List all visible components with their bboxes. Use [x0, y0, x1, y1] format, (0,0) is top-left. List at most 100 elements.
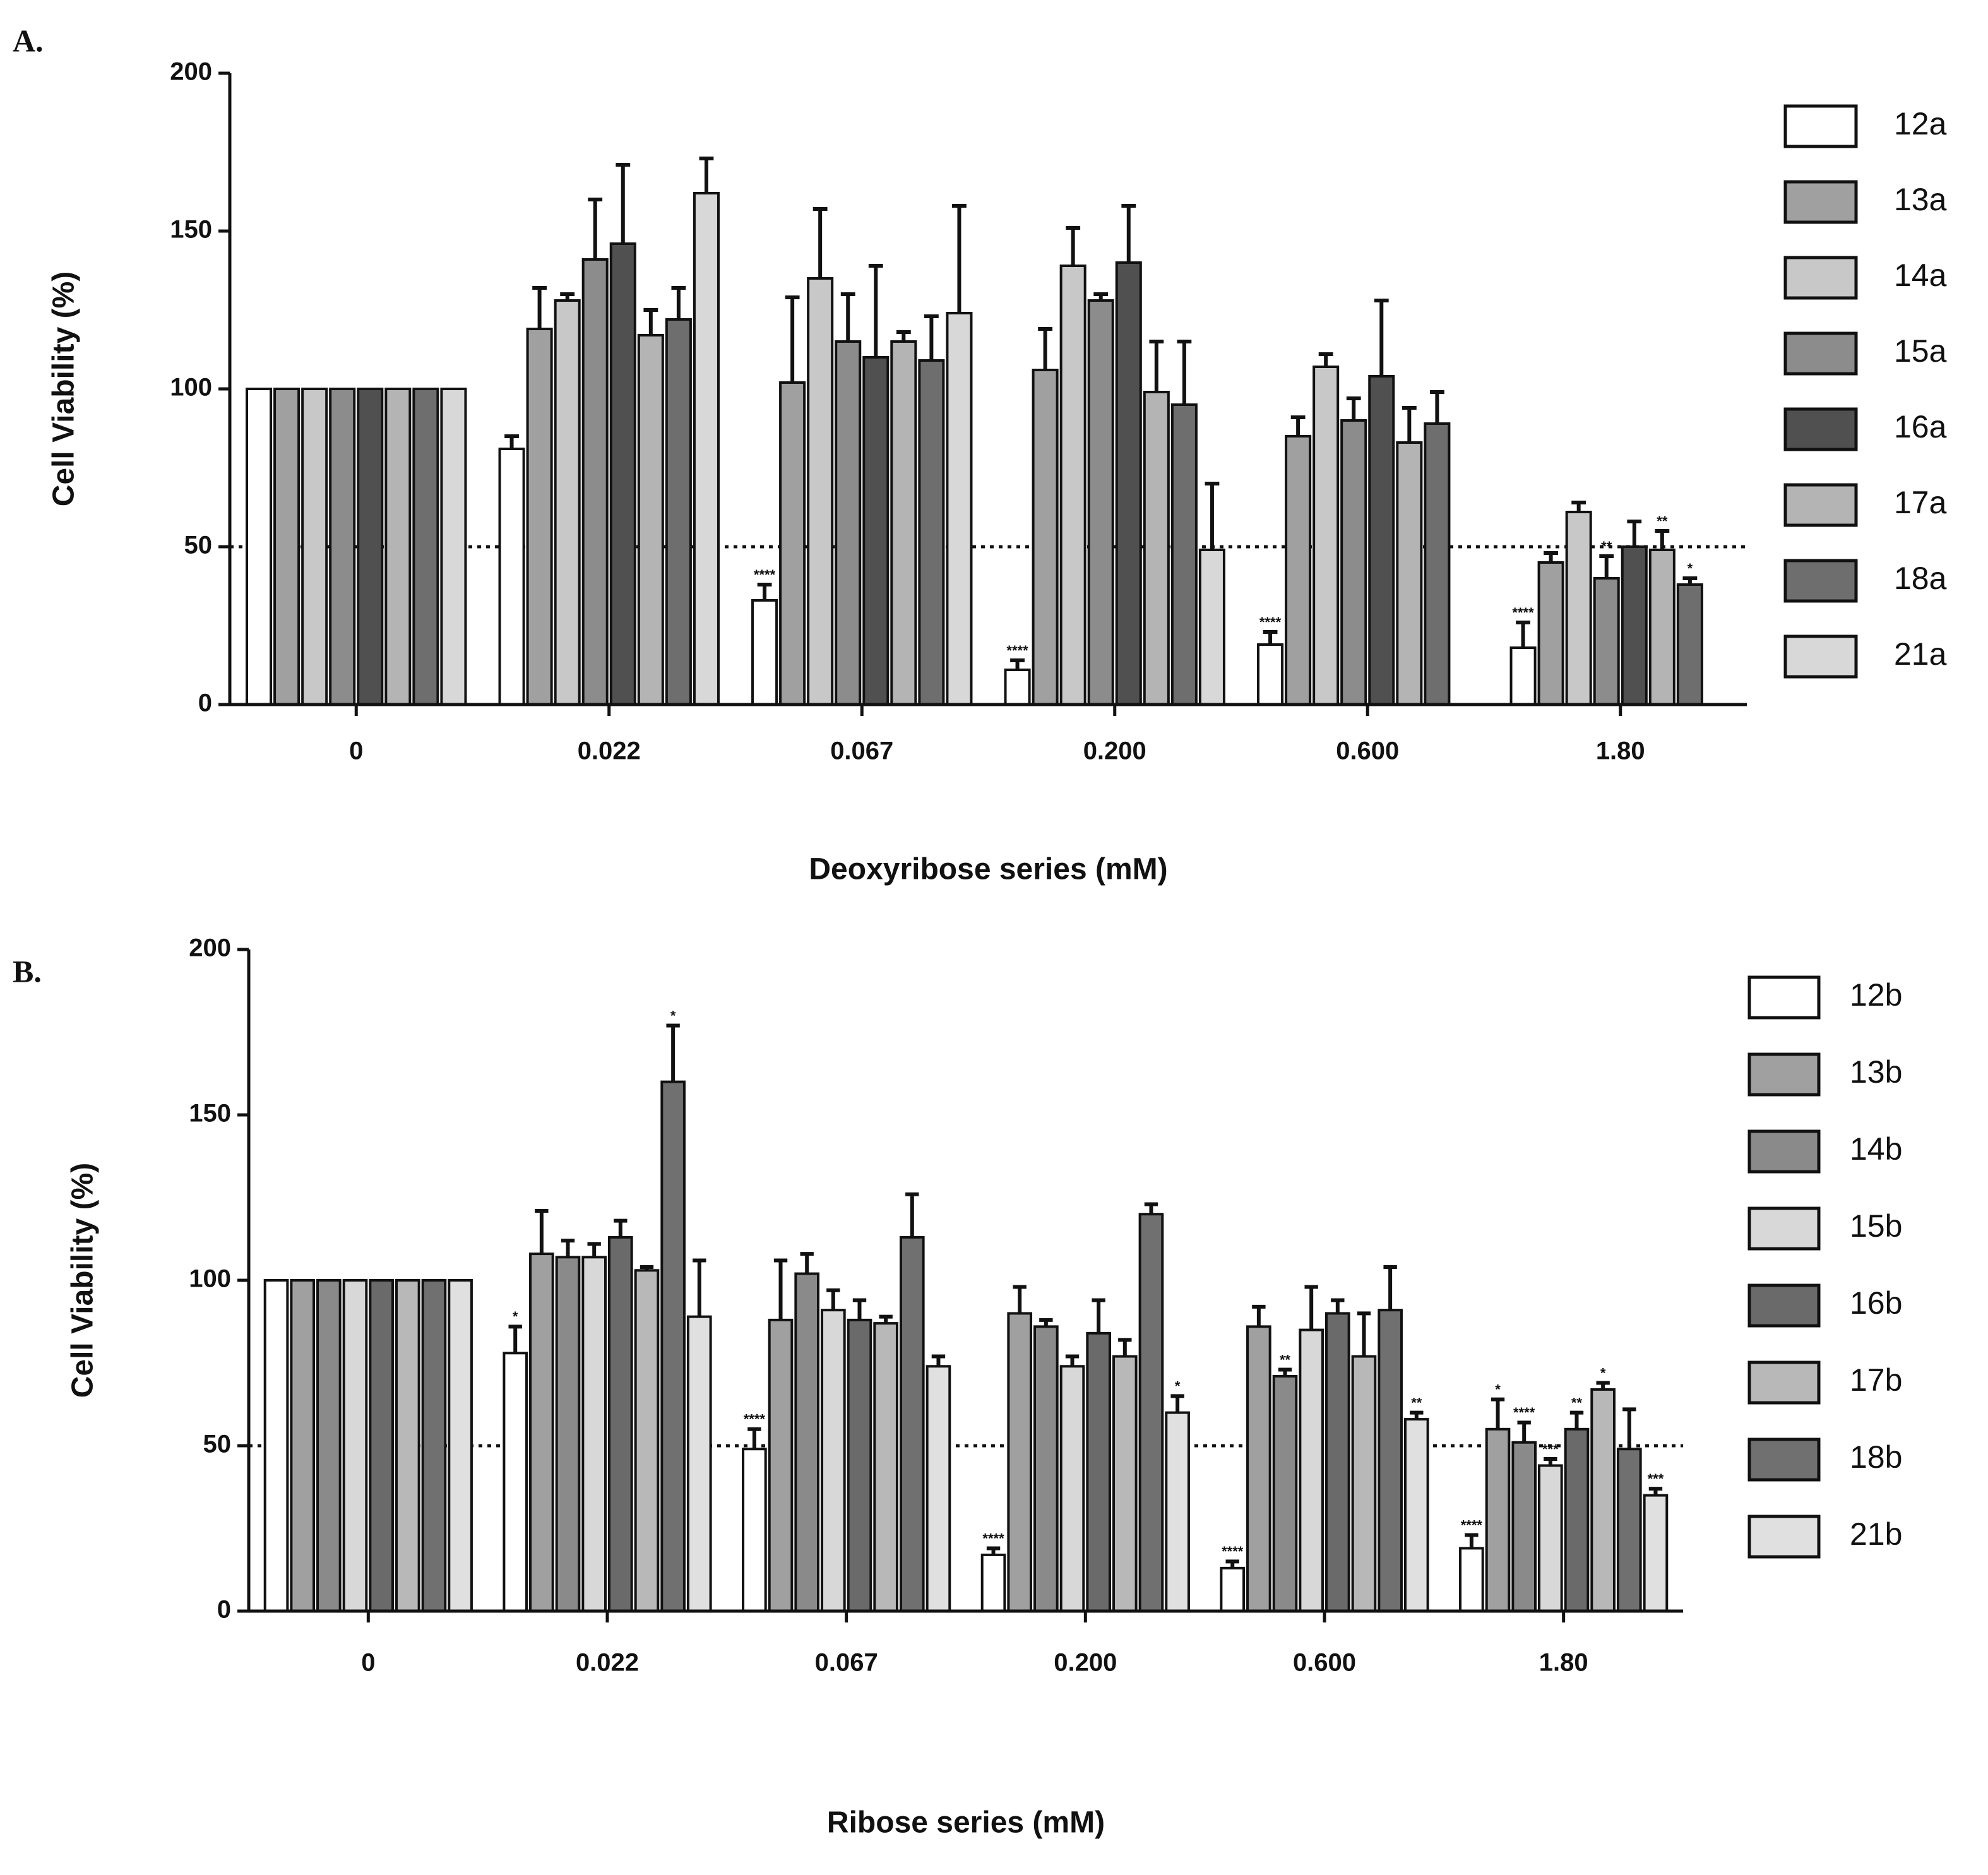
error-bar: [1357, 1311, 1371, 1357]
bar: [779, 381, 806, 706]
error-bar: [1627, 520, 1642, 547]
bar: [1378, 1309, 1403, 1612]
bar: [1198, 549, 1225, 706]
legend-label: 21a: [1894, 636, 1947, 672]
bar: [1564, 1427, 1590, 1613]
y-tick-label: 150: [170, 216, 212, 244]
error-bar: [1622, 1407, 1636, 1449]
significance-marker: **: [1657, 513, 1668, 529]
legend-label: 21b: [1850, 1516, 1902, 1552]
bar: [1220, 1566, 1246, 1612]
bar: [1115, 261, 1142, 706]
error-bar: [1093, 292, 1109, 301]
legend-swatch: [1747, 1052, 1821, 1097]
legend-label: 12b: [1850, 977, 1902, 1013]
bar: [421, 1279, 447, 1612]
error-bar: [1149, 340, 1164, 392]
error-bar: [1205, 482, 1220, 550]
significance-marker: ****: [1259, 614, 1282, 630]
error-bar: [1429, 390, 1444, 424]
error-bar: [1065, 1354, 1080, 1367]
error-bar: [1544, 1456, 1557, 1466]
bar: [1368, 375, 1395, 706]
error-bar: [1038, 327, 1053, 370]
legend-swatch: [1747, 1438, 1821, 1482]
bar: [1396, 441, 1423, 706]
bar: [329, 388, 356, 706]
error-bar: [1318, 352, 1333, 367]
bar: [448, 1279, 473, 1612]
bar: [554, 299, 581, 706]
bar: [890, 340, 917, 706]
significance-marker: **: [1601, 539, 1612, 554]
legend-label: 13b: [1850, 1054, 1902, 1090]
error-bar: [1278, 1367, 1292, 1376]
legend-label: 15b: [1850, 1208, 1902, 1244]
bar: [847, 1318, 872, 1612]
error-bar: [1544, 551, 1559, 562]
bar: [751, 599, 778, 706]
error-bar: [1383, 1265, 1397, 1311]
significance-marker: ****: [982, 1530, 1004, 1546]
error-bar: [924, 314, 939, 360]
bar: [1538, 1464, 1563, 1612]
bar: [1565, 511, 1592, 706]
bar: [926, 1365, 951, 1612]
legend-swatch: [1783, 483, 1858, 527]
x-tick-label: 0: [349, 737, 363, 765]
significance-marker: *: [1175, 1378, 1181, 1394]
x-tick-label: 0: [361, 1649, 375, 1677]
error-bar: [1682, 576, 1698, 585]
bar: [1143, 391, 1170, 706]
bar: [246, 388, 273, 706]
x-tick-label: 0.022: [576, 1649, 639, 1677]
bar: [768, 1318, 794, 1612]
bar: [1424, 422, 1451, 706]
significance-marker: ****: [1512, 605, 1534, 621]
bar: [862, 356, 890, 706]
bar: [581, 1256, 607, 1612]
error-bar: [812, 207, 828, 278]
bar: [1643, 1494, 1669, 1613]
error-bar: [561, 1239, 575, 1258]
bar: [1112, 1355, 1138, 1613]
error-bar: [868, 264, 883, 357]
bar: [440, 388, 467, 706]
bar: [384, 388, 412, 706]
x-tick-label: 0.200: [1054, 1649, 1117, 1677]
bar: [1257, 643, 1284, 706]
error-bar: [1290, 415, 1306, 436]
x-tick-label: 0.067: [815, 1649, 878, 1677]
bar: [608, 1235, 633, 1612]
error-bar: [1517, 1420, 1531, 1443]
legend-swatch: [1783, 104, 1858, 148]
bar: [742, 1448, 767, 1612]
bar: [1285, 435, 1312, 706]
error-bar: [1599, 554, 1614, 578]
error-bar: [1010, 658, 1025, 670]
legend-swatch: [1747, 1360, 1821, 1405]
y-tick-label: 100: [189, 1265, 231, 1293]
bar: [807, 277, 834, 706]
y-tick-label: 50: [203, 1431, 232, 1458]
bar: [273, 388, 301, 706]
error-bar: [952, 204, 967, 313]
legend-label: 14a: [1894, 258, 1947, 293]
legend-swatch: [1747, 1129, 1821, 1174]
significance-marker: *: [1600, 1365, 1606, 1381]
significance-marker: ****: [1513, 1405, 1535, 1420]
error-bar: [614, 1218, 628, 1237]
error-bar: [1121, 204, 1136, 263]
significance-marker: **: [1571, 1395, 1583, 1410]
bar: [529, 1253, 554, 1612]
error-bar: [1263, 630, 1278, 645]
y-axis-label: Cell Viability (%): [47, 271, 81, 507]
error-bar: [747, 1427, 761, 1449]
x-axis-label: Deoxyribose series (mM): [809, 853, 1167, 886]
bar: [1138, 1213, 1164, 1612]
bar: [1590, 1388, 1616, 1612]
bar: [1087, 299, 1114, 706]
bar: [526, 328, 553, 706]
error-bar: [826, 1288, 840, 1311]
y-tick-label: 200: [170, 58, 212, 86]
